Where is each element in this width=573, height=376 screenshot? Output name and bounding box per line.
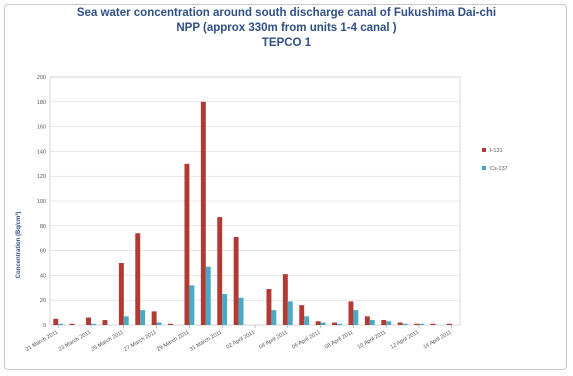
- bar-i131: [86, 317, 91, 325]
- bar-i131: [53, 318, 59, 325]
- legend: I-131 Cs-137: [482, 148, 508, 172]
- chart-title: Sea water concentration around south dis…: [0, 6, 573, 51]
- y-axis-label: Concentration (Bq/cm³): [15, 212, 22, 279]
- y-tick-label: 200: [37, 75, 46, 81]
- x-tick-label: 21 March 2011: [25, 330, 59, 353]
- bar-cs137: [419, 323, 424, 325]
- x-tick-label: 08 April 2011: [324, 330, 354, 351]
- chart-title-line-3: TEPCO 1: [261, 37, 312, 49]
- bar-i131: [233, 236, 239, 325]
- y-tick-label: 140: [37, 149, 46, 155]
- bar-i131: [364, 316, 370, 325]
- bar-cs137: [205, 266, 211, 325]
- bar-i131: [381, 320, 387, 325]
- y-tick-label: 0: [43, 323, 46, 329]
- bar-i131: [315, 321, 321, 325]
- bar-i131: [102, 320, 108, 325]
- bar-cs137: [123, 316, 129, 325]
- bar-i131: [282, 274, 288, 325]
- bar-i131: [414, 323, 419, 325]
- x-tick-label: 04 April 2011: [258, 330, 288, 351]
- y-tick-label: 100: [37, 199, 46, 205]
- y-tick-label: 60: [40, 249, 46, 255]
- bar-i131: [430, 323, 436, 325]
- bar-cs137: [91, 323, 96, 325]
- legend-label-cs137: Cs-137: [490, 166, 508, 172]
- legend-swatch-i131: [482, 148, 486, 152]
- x-tick-label: 02 April 2011: [226, 330, 256, 351]
- x-tick-label: 06 April 2011: [291, 330, 321, 351]
- legend-swatch-cs137: [482, 166, 486, 170]
- chart-title-line-2: NPP (approx 330m from units 1-4 canal ): [176, 22, 397, 34]
- bar-cs137: [320, 322, 326, 325]
- legend-label-i131: I-131: [490, 148, 503, 154]
- bar-i131: [200, 101, 206, 325]
- y-tick-label: 40: [40, 273, 46, 279]
- bar-cs137: [287, 301, 293, 325]
- y-axis-ticks: 0 20 40 60 80 100 120 140 160 180 200: [37, 75, 46, 329]
- bar-i131: [135, 233, 141, 325]
- bar-i131: [299, 305, 305, 325]
- x-tick-label: 31 March 2011: [189, 330, 223, 353]
- chart-title-line-1: Sea water concentration around south dis…: [76, 7, 497, 19]
- bar-cs137: [402, 323, 408, 325]
- bar-i131: [217, 217, 223, 325]
- y-tick-label: 180: [37, 100, 46, 106]
- bar-i131: [184, 163, 190, 325]
- bar-cs137: [369, 320, 375, 325]
- bar-cs137: [271, 310, 277, 325]
- bar-cs137: [58, 323, 64, 325]
- bar-i131: [266, 289, 272, 325]
- bar-i131: [69, 323, 75, 325]
- bar-i131: [332, 322, 337, 325]
- y-tick-label: 120: [37, 174, 46, 180]
- x-tick-label: 23 March 2011: [58, 330, 92, 353]
- x-tick-label: 25 March 2011: [90, 330, 124, 353]
- bar-cs137: [353, 310, 359, 325]
- y-tick-label: 20: [40, 298, 46, 304]
- bar-cs137: [140, 310, 146, 325]
- bar-i131: [151, 311, 157, 325]
- gridlines: [50, 76, 460, 326]
- bars: [53, 101, 452, 325]
- bar-cs137: [337, 323, 342, 325]
- x-tick-label: 14 April 2011: [422, 330, 452, 351]
- y-tick-label: 80: [40, 224, 46, 230]
- y-tick-label: 160: [37, 125, 46, 131]
- x-tick-label: 29 March 2011: [156, 330, 190, 353]
- x-tick-label: 10 April 2011: [357, 330, 387, 351]
- bar-cs137: [386, 321, 392, 325]
- bar-i131: [118, 263, 124, 325]
- x-tick-label: 12 April 2011: [390, 330, 420, 351]
- bar-i131: [397, 322, 403, 325]
- bar-cs137: [304, 316, 310, 325]
- bar-cs137: [238, 297, 244, 325]
- x-tick-label: 27 March 2011: [123, 330, 157, 353]
- bar-cs137: [156, 322, 162, 325]
- bar-i131: [446, 323, 452, 325]
- bar-i131: [348, 301, 354, 325]
- bar-cs137: [222, 294, 228, 325]
- bar-cs137: [189, 285, 195, 325]
- bar-i131: [168, 323, 173, 325]
